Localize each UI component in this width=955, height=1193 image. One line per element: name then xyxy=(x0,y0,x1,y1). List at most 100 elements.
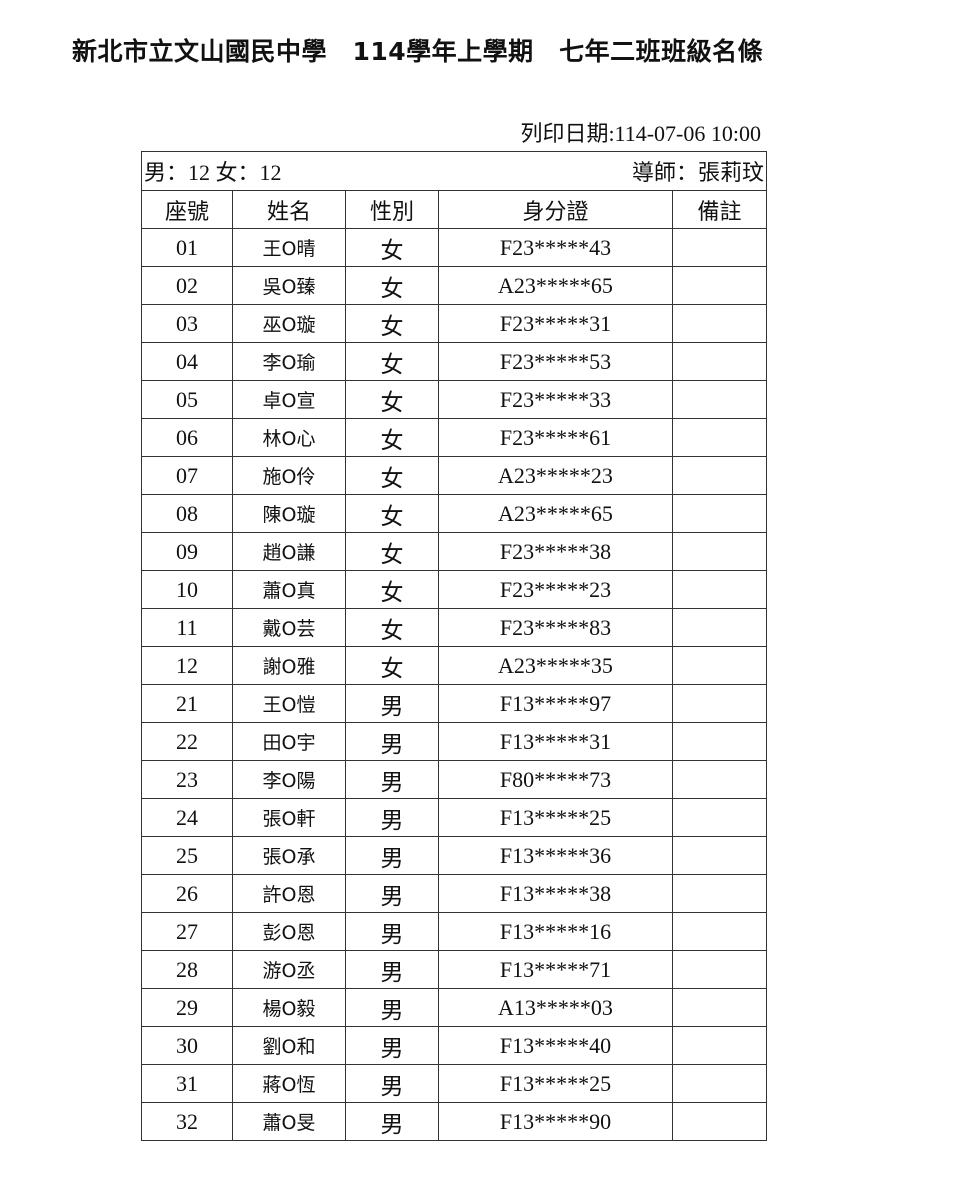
table-row: 09 趙O謙女 F23*****38 xyxy=(141,532,767,571)
id-number-cell: F23*****38 xyxy=(438,532,673,571)
id-number-cell: F23*****53 xyxy=(438,342,673,381)
student-name-cell: 謝O雅 xyxy=(232,646,346,685)
remarks-cell xyxy=(672,684,767,723)
gender-cell: 女 xyxy=(345,266,439,305)
table-row: 23 李O陽男 F80*****73 xyxy=(141,760,767,799)
seat-number-cell: 12 xyxy=(141,646,233,685)
remarks-cell xyxy=(672,950,767,989)
gender-count: 男：12 女：12 xyxy=(144,160,282,185)
seat-number-cell: 28 xyxy=(141,950,233,989)
seat-number-cell: 22 xyxy=(141,722,233,761)
seat-number-cell: 29 xyxy=(141,988,233,1027)
id-number-cell: F13*****97 xyxy=(438,684,673,723)
col-gender: 性別 xyxy=(345,190,439,229)
student-name-cell: 田O宇 xyxy=(232,722,346,761)
student-name-cell: 趙O謙 xyxy=(232,532,346,571)
remarks-cell xyxy=(672,912,767,951)
gender-cell: 女 xyxy=(345,646,439,685)
id-number-cell: F13*****36 xyxy=(438,836,673,875)
seat-number-cell: 32 xyxy=(141,1102,233,1141)
seat-number-cell: 27 xyxy=(141,912,233,951)
seat-number-cell: 06 xyxy=(141,418,233,457)
table-row: 12 謝O雅女 A23*****35 xyxy=(141,646,767,685)
seat-number-cell: 31 xyxy=(141,1064,233,1103)
table-row: 11 戴O芸女 F23*****83 xyxy=(141,608,767,647)
student-name-cell: 戴O芸 xyxy=(232,608,346,647)
id-number-cell: F13*****25 xyxy=(438,798,673,837)
remarks-cell xyxy=(672,1026,767,1065)
remarks-cell xyxy=(672,266,767,305)
gender-cell: 男 xyxy=(345,1026,439,1065)
remarks-cell xyxy=(672,1064,767,1103)
class-roster-table: 男：12 女：12 導師：張莉玟 座號 姓名 性別 身分證 備註 01 王O晴女 F… xyxy=(141,151,767,1141)
remarks-cell xyxy=(672,760,767,799)
table-row: 02 吳O臻女 A23*****65 xyxy=(141,266,767,305)
student-name-cell: 施O伶 xyxy=(232,456,346,495)
seat-number-cell: 11 xyxy=(141,608,233,647)
table-row: 05 卓O宣女 F23*****33 xyxy=(141,380,767,419)
remarks-cell xyxy=(672,532,767,571)
remarks-cell xyxy=(672,418,767,457)
seat-number-cell: 02 xyxy=(141,266,233,305)
col-remarks: 備註 xyxy=(672,190,767,229)
seat-number-cell: 08 xyxy=(141,494,233,533)
id-number-cell: F23*****83 xyxy=(438,608,673,647)
seat-number-cell: 10 xyxy=(141,570,233,609)
remarks-cell xyxy=(672,494,767,533)
table-row: 28 游O丞男 F13*****71 xyxy=(141,950,767,989)
student-name-cell: 楊O毅 xyxy=(232,988,346,1027)
id-number-cell: F23*****33 xyxy=(438,380,673,419)
student-name-cell: 陳O璇 xyxy=(232,494,346,533)
remarks-cell xyxy=(672,874,767,913)
student-name-cell: 李O陽 xyxy=(232,760,346,799)
student-name-cell: 劉O和 xyxy=(232,1026,346,1065)
gender-cell: 男 xyxy=(345,950,439,989)
student-name-cell: 蕭O旻 xyxy=(232,1102,346,1141)
id-number-cell: F13*****40 xyxy=(438,1026,673,1065)
student-name-cell: 李O瑜 xyxy=(232,342,346,381)
seat-number-cell: 07 xyxy=(141,456,233,495)
student-name-cell: 林O心 xyxy=(232,418,346,457)
student-name-cell: 游O丞 xyxy=(232,950,346,989)
id-number-cell: F23*****31 xyxy=(438,304,673,343)
student-name-cell: 卓O宣 xyxy=(232,380,346,419)
gender-cell: 男 xyxy=(345,684,439,723)
seat-number-cell: 01 xyxy=(141,228,233,267)
remarks-cell xyxy=(672,722,767,761)
gender-cell: 女 xyxy=(345,494,439,533)
id-number-cell: F13*****31 xyxy=(438,722,673,761)
gender-cell: 男 xyxy=(345,912,439,951)
seat-number-cell: 03 xyxy=(141,304,233,343)
remarks-cell xyxy=(672,304,767,343)
homeroom-teacher: 導師：張莉玟 xyxy=(631,160,764,185)
gender-cell: 女 xyxy=(345,228,439,267)
table-row: 27 彭O恩男 F13*****16 xyxy=(141,912,767,951)
gender-cell: 女 xyxy=(345,380,439,419)
id-number-cell: F13*****71 xyxy=(438,950,673,989)
gender-cell: 女 xyxy=(345,304,439,343)
student-name-cell: 吳O臻 xyxy=(232,266,346,305)
remarks-cell xyxy=(672,342,767,381)
table-row: 29 楊O毅男 A13*****03 xyxy=(141,988,767,1027)
summary-row: 男：12 女：12 導師：張莉玟 xyxy=(141,151,767,191)
table-row: 22 田O宇男 F13*****31 xyxy=(141,722,767,761)
id-number-cell: A23*****35 xyxy=(438,646,673,685)
remarks-cell xyxy=(672,646,767,685)
gender-cell: 男 xyxy=(345,722,439,761)
seat-number-cell: 23 xyxy=(141,760,233,799)
student-name-cell: 王O晴 xyxy=(232,228,346,267)
student-name-cell: 許O恩 xyxy=(232,874,346,913)
table-row: 04 李O瑜女 F23*****53 xyxy=(141,342,767,381)
gender-cell: 女 xyxy=(345,570,439,609)
gender-cell: 男 xyxy=(345,798,439,837)
seat-number-cell: 25 xyxy=(141,836,233,875)
id-number-cell: A23*****65 xyxy=(438,266,673,305)
gender-cell: 女 xyxy=(345,418,439,457)
table-row: 24 張O軒男 F13*****25 xyxy=(141,798,767,837)
table-row: 01 王O晴女 F23*****43 xyxy=(141,228,767,267)
id-number-cell: A23*****65 xyxy=(438,494,673,533)
student-name-cell: 巫O璇 xyxy=(232,304,346,343)
id-number-cell: A23*****23 xyxy=(438,456,673,495)
gender-cell: 女 xyxy=(345,456,439,495)
gender-cell: 女 xyxy=(345,608,439,647)
